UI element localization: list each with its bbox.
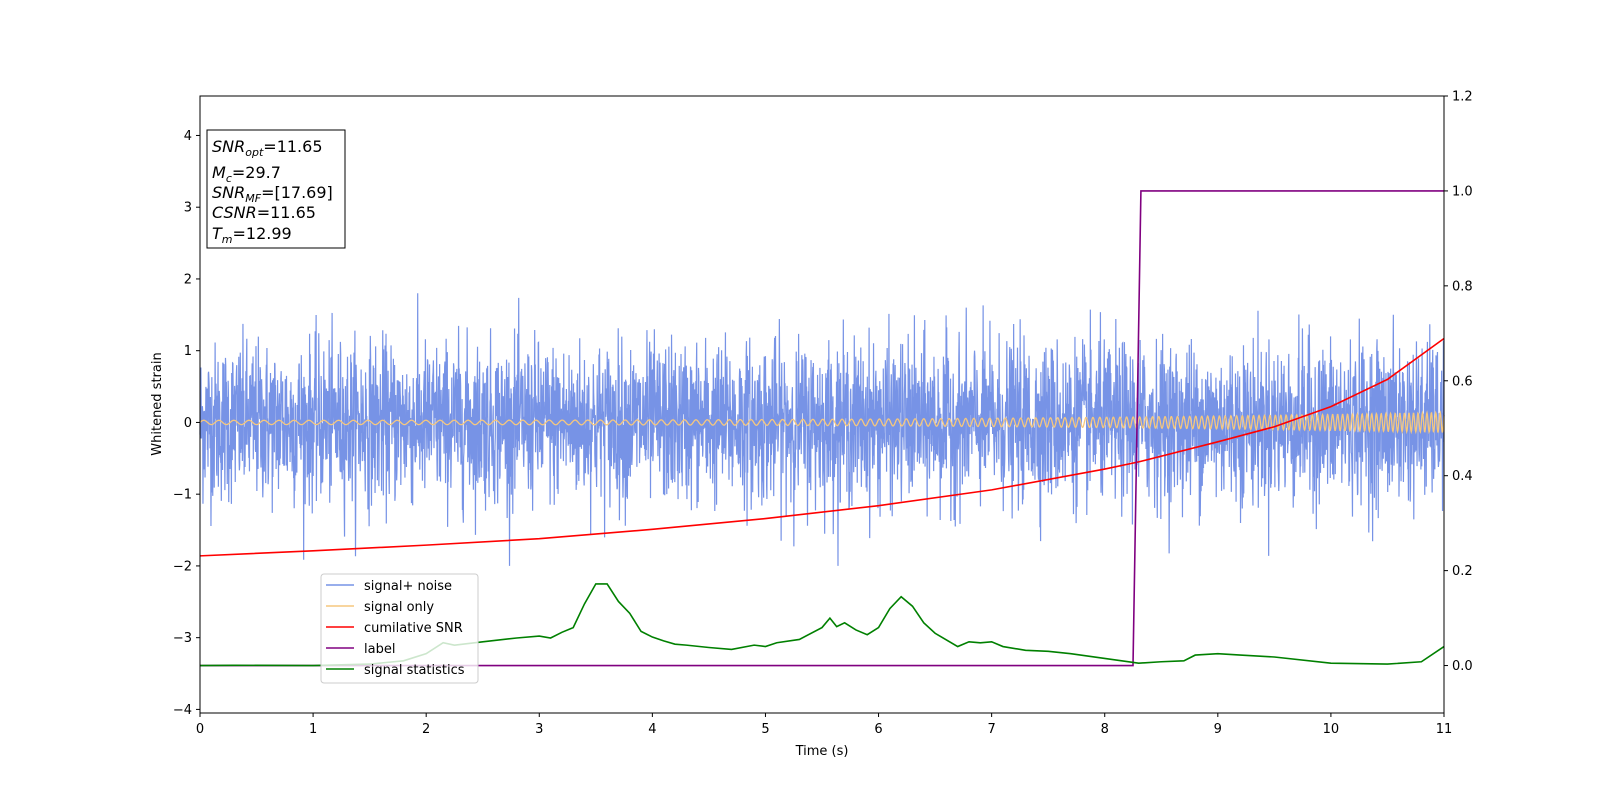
- legend-frame: [320, 573, 479, 684]
- y-tick-label: −2: [173, 559, 192, 574]
- x-tick-label: 5: [761, 722, 769, 737]
- series-cumulative-snr: [199, 337, 1445, 557]
- legend-label-signal-plus-noise: signal+ noise: [364, 579, 452, 594]
- y2-tick-label: 0.6: [1452, 374, 1473, 389]
- y2-tick-label: 0.2: [1452, 564, 1473, 579]
- y2-tick-label: 0.0: [1452, 659, 1473, 674]
- line-cumulative-snr: [199, 337, 1445, 557]
- line-signal-only: [199, 410, 1445, 435]
- annotation-snr-mf: SNRMF=[17.69]: [212, 183, 333, 205]
- legend-label-signal-only: signal only: [364, 600, 434, 615]
- annotation-tm: Tm=12.99: [212, 224, 292, 246]
- y-tick-label: 2: [184, 272, 192, 287]
- y-tick-label: −3: [173, 631, 192, 646]
- y2-axis-ticks: 0.0 0.2 0.4 0.6 0.8 1.0 1.2: [1444, 90, 1473, 674]
- y-tick-label: 1: [184, 344, 192, 359]
- y-tick-label: 3: [184, 201, 192, 216]
- x-tick-label: 4: [648, 722, 656, 737]
- series-signal-plus-noise: [199, 293, 1445, 566]
- y-axis-ticks: −4 −3 −2 −1 0 1 2 3 4: [173, 129, 200, 718]
- annotation-csnr: CSNR=11.65: [212, 203, 316, 222]
- line-signal-plus-noise: [199, 293, 1445, 566]
- line-signal-statistics: [199, 583, 1445, 667]
- y2-tick-label: 0.4: [1452, 469, 1473, 484]
- annotation-frame: [206, 129, 346, 249]
- y-tick-label: −4: [173, 703, 192, 718]
- x-tick-label: 11: [1436, 722, 1453, 737]
- y2-tick-label: 0.8: [1452, 279, 1473, 294]
- x-tick-label: 1: [309, 722, 317, 737]
- y-tick-label: −1: [173, 488, 192, 503]
- x-tick-label: 6: [874, 722, 882, 737]
- y2-tick-label: 1.0: [1452, 184, 1473, 199]
- line-label: [200, 190, 1444, 667]
- series-label: [200, 190, 1444, 667]
- x-axis-ticks: 0 1 2 3 4 5 6 7 8 9 10 11: [196, 713, 1452, 737]
- x-tick-label: 8: [1101, 722, 1109, 737]
- annotation-snr-opt: SNRopt=11.65: [212, 137, 323, 159]
- legend: signal+ noise signal only cumilative SNR…: [320, 573, 479, 684]
- y-tick-label: 0: [184, 416, 192, 431]
- y-tick-label: 4: [184, 129, 192, 144]
- series-signal-statistics: [199, 583, 1445, 667]
- annotation-box: SNRopt=11.65 Mc=29.7 SNRMF=[17.69] CSNR=…: [206, 129, 346, 249]
- axes-frame: [199, 95, 1445, 714]
- annotation-mc: Mc=29.7: [212, 163, 281, 185]
- x-tick-label: 10: [1323, 722, 1340, 737]
- y2-tick-label: 1.2: [1452, 90, 1473, 105]
- legend-label-signal-statistics: signal statistics: [364, 663, 465, 678]
- x-tick-label: 9: [1214, 722, 1222, 737]
- x-tick-label: 0: [196, 722, 204, 737]
- x-axis-label: Time (s): [795, 744, 849, 759]
- x-tick-label: 7: [987, 722, 995, 737]
- legend-label-cumulative-snr: cumilative SNR: [364, 621, 463, 636]
- series-signal-only: [199, 410, 1445, 435]
- x-tick-label: 3: [535, 722, 543, 737]
- y-axis-label: Whitened strain: [150, 352, 165, 455]
- x-tick-label: 2: [422, 722, 430, 737]
- legend-label-label: label: [364, 642, 395, 657]
